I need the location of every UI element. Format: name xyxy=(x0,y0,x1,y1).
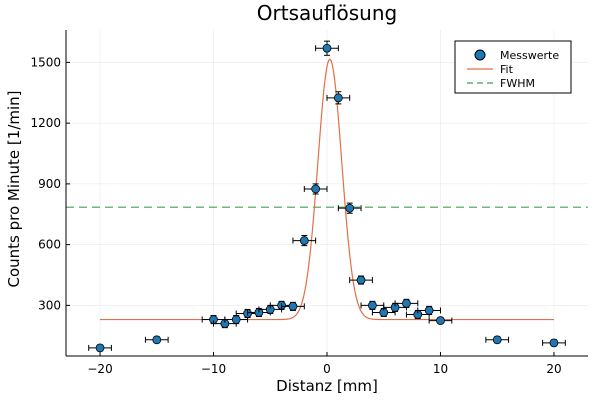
x-tick-label: 20 xyxy=(546,362,561,376)
y-axis-label: Counts pro Minute [1/min] xyxy=(5,90,23,287)
data-point xyxy=(88,343,112,353)
data-point xyxy=(394,298,419,308)
y-tick-label: 1200 xyxy=(30,116,61,130)
data-point-marker xyxy=(231,315,241,324)
data-point-marker xyxy=(322,43,332,53)
data-point-marker xyxy=(492,335,502,345)
data-point xyxy=(405,309,430,320)
y-tick-label: 300 xyxy=(38,298,61,312)
fit-layer xyxy=(100,58,554,321)
data-point xyxy=(337,202,362,214)
y-tick-label: 600 xyxy=(38,238,61,252)
ticks: −20 −10 0 10 20 300 600 900 1200 1500 xyxy=(30,55,561,376)
data-point-marker xyxy=(152,335,162,345)
data-point xyxy=(485,335,510,345)
data-point-marker xyxy=(333,93,343,103)
data-point-marker xyxy=(95,343,105,353)
data-point xyxy=(144,335,169,345)
y-tick-label: 900 xyxy=(38,177,61,191)
data-point xyxy=(349,275,373,285)
legend-box xyxy=(454,40,572,94)
data-point xyxy=(542,338,566,348)
x-tick-label: 10 xyxy=(433,362,448,376)
data-point-marker xyxy=(311,184,321,194)
x-tick-label: −10 xyxy=(201,362,226,376)
legend-marker-messwerte xyxy=(474,49,486,61)
data-point-marker xyxy=(288,301,298,311)
data-point-marker xyxy=(345,203,355,213)
data-point xyxy=(428,316,453,325)
x-axis-label: Distanz [mm] xyxy=(276,377,378,395)
x-tick-label: −20 xyxy=(87,362,112,376)
data-point xyxy=(303,183,328,195)
data-point-marker xyxy=(424,306,434,315)
legend-label-fwhm: FWHM xyxy=(500,77,535,90)
data-point-marker xyxy=(299,236,309,245)
data-point xyxy=(292,235,317,247)
data-point-marker xyxy=(549,338,559,348)
data-point xyxy=(315,40,339,56)
y-tick-label: 1500 xyxy=(30,55,61,69)
data-point-marker xyxy=(402,298,411,308)
data-point-marker xyxy=(356,275,366,285)
legend-label-messwerte: Messwerte xyxy=(500,49,559,62)
legend-label-fit: Fit xyxy=(500,63,514,76)
legend: Messwerte Fit FWHM xyxy=(454,40,572,94)
points-layer xyxy=(88,40,566,353)
data-point-marker xyxy=(436,316,445,325)
data-point-marker xyxy=(367,300,377,310)
data-point xyxy=(281,301,305,311)
data-point xyxy=(360,300,385,310)
data-point xyxy=(326,91,351,105)
chart-title: Ortsauflösung xyxy=(257,1,397,25)
fit-line xyxy=(100,58,554,321)
x-tick-label: 0 xyxy=(323,362,331,376)
data-point xyxy=(417,305,441,315)
